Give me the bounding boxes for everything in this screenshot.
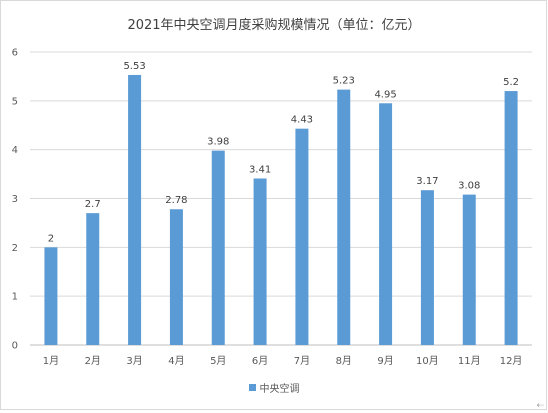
legend-label: 中央空调	[259, 384, 300, 395]
resize-arrow-icon: ⇠	[536, 401, 544, 411]
data-label: 4.43	[291, 115, 313, 126]
x-tick-label: 3月	[126, 355, 142, 367]
y-tick-label: 6	[12, 48, 18, 59]
x-tick-label: 1月	[43, 355, 59, 367]
x-tick-label: 6月	[252, 355, 268, 367]
bar	[295, 128, 309, 345]
bar	[128, 74, 142, 346]
y-tick-label: 2	[12, 243, 18, 254]
bar	[86, 213, 100, 345]
legend: 中央空调	[0, 380, 548, 395]
bar	[44, 247, 58, 345]
y-tick-label: 4	[12, 145, 18, 156]
bar	[462, 194, 476, 345]
data-label: 3.98	[207, 137, 229, 148]
chart-title: 2021年中央空调月度采购规模情况（单位：亿元）	[127, 18, 421, 33]
x-tick-label: 12月	[500, 355, 523, 367]
y-tick-label: 1	[12, 292, 18, 303]
data-label: 2.78	[165, 195, 187, 206]
bar	[169, 209, 183, 345]
y-tick-label: 3	[12, 194, 18, 205]
gridlines	[30, 51, 532, 346]
x-tick-label: 9月	[377, 355, 393, 367]
data-label: 2.7	[85, 199, 101, 210]
x-tick-label: 5月	[210, 355, 226, 367]
y-tick-label: 5	[12, 96, 18, 107]
bar	[253, 178, 267, 345]
legend-swatch	[248, 384, 256, 391]
data-label: 3.41	[249, 164, 271, 175]
y-axis-ticks: 0 1 2 3 4 5 6	[12, 48, 18, 352]
x-tick-label: 10月	[416, 355, 439, 367]
bar	[379, 103, 393, 346]
bar	[504, 91, 518, 345]
data-label: 2	[48, 233, 54, 244]
data-label: 5.2	[503, 77, 519, 88]
bar	[337, 89, 351, 345]
x-tick-label: 2月	[85, 355, 101, 367]
x-tick-label: 7月	[294, 355, 310, 367]
bar	[420, 190, 434, 345]
data-label: 4.95	[374, 89, 396, 100]
x-tick-label: 8月	[336, 355, 352, 367]
data-labels: 2 2.7 5.53 2.78 3.98 3.41 4.43 5.23 4.95 3.17 3.08…	[48, 61, 519, 244]
x-tick-label: 11月	[458, 355, 481, 367]
bar	[211, 150, 225, 345]
data-label: 3.08	[458, 181, 480, 192]
y-tick-label: 0	[12, 341, 18, 352]
data-label: 3.17	[416, 176, 438, 187]
x-axis-ticks: 1月 2月 3月 4月 5月 6月 7月 8月 9月 10月 11月 12月	[43, 355, 523, 367]
data-label: 5.53	[123, 61, 145, 72]
bars	[44, 74, 518, 346]
x-tick-label: 4月	[168, 355, 184, 367]
data-label: 5.23	[333, 76, 355, 87]
